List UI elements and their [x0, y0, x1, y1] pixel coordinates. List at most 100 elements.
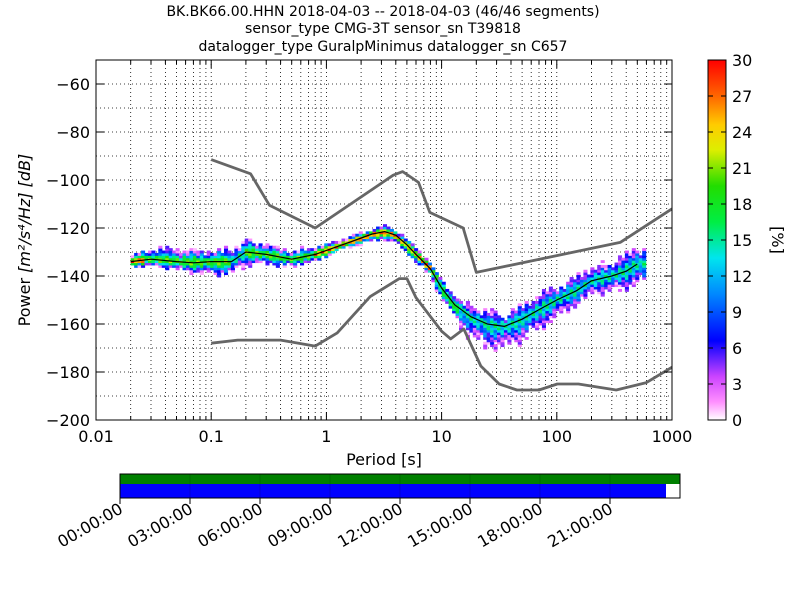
heatmap-cell: [282, 264, 287, 268]
heatmap-cell: [483, 336, 488, 340]
heatmap-cell: [590, 284, 595, 288]
heatmap-cell: [541, 298, 546, 302]
heatmap-cell: [628, 281, 633, 285]
heatmap-cell: [192, 248, 197, 252]
heatmap-cell: [517, 324, 522, 328]
heatmap-cell: [427, 262, 432, 266]
heatmap-cell: [559, 300, 564, 304]
heatmap-cell: [573, 279, 578, 283]
heatmap-cell: [161, 264, 166, 268]
heatmap-cell: [248, 238, 253, 242]
heatmap-cell: [479, 315, 484, 319]
heatmap-cell: [272, 257, 277, 261]
heatmap-cell: [552, 303, 557, 307]
heatmap-cell: [424, 260, 429, 264]
heatmap-cell: [624, 288, 629, 292]
heatmap-cell: [223, 264, 229, 268]
heatmap-cell: [638, 269, 643, 273]
heatmap-cell: [134, 257, 139, 261]
heatmap-cell: [576, 274, 581, 278]
heatmap-cell: [611, 279, 616, 283]
heatmap-cell: [410, 250, 415, 254]
heatmap-cell: [441, 281, 446, 285]
heatmap-cell: [134, 260, 139, 264]
heatmap-cell: [414, 248, 419, 252]
heatmap-cell: [524, 329, 529, 333]
heatmap-cell: [407, 250, 412, 254]
heatmap-cell: [244, 260, 249, 264]
heatmap-cell: [638, 264, 643, 268]
heatmap-cell: [462, 305, 467, 309]
heatmap-cell: [538, 300, 543, 304]
heatmap-cell: [524, 300, 529, 304]
heatmap-cell: [517, 303, 522, 307]
heatmap-cell: [334, 248, 339, 252]
heatmap-cell: [165, 267, 170, 271]
heatmap-cell: [631, 276, 636, 280]
heatmap-cell: [255, 255, 260, 259]
heatmap-cell: [479, 324, 484, 328]
heatmap-cell: [355, 236, 360, 240]
heatmap-cell: [624, 252, 629, 256]
heatmap-cell: [230, 260, 235, 264]
heatmap-cell: [223, 255, 229, 259]
heatmap-cell: [597, 291, 602, 295]
heatmap-cell: [230, 252, 235, 256]
heatmap-cell: [217, 267, 222, 271]
heatmap-cell: [493, 344, 498, 348]
heatmap-cell: [517, 329, 522, 333]
heatmap-cell: [548, 293, 553, 297]
heatmap-cell: [348, 245, 353, 249]
colorbar-tick-label: 9: [732, 303, 742, 322]
heatmap-cell: [206, 255, 211, 259]
heatmap-cell: [438, 281, 443, 285]
heatmap-cell: [476, 336, 481, 340]
heatmap-cell: [255, 257, 260, 261]
heatmap-cell: [410, 248, 415, 252]
heatmap-cell: [566, 284, 571, 288]
heatmap-cell: [465, 300, 470, 304]
heatmap-cell: [369, 233, 374, 237]
heatmap-cell: [583, 281, 588, 285]
heatmap-cell: [161, 260, 166, 264]
heatmap-cell: [566, 303, 571, 307]
heatmap-cell: [642, 257, 647, 261]
heatmap-cell: [635, 274, 640, 278]
heatmap-cell: [362, 233, 367, 237]
heatmap-cell: [376, 238, 381, 242]
heatmap-cell: [593, 286, 598, 290]
x-axis-label: Period [s]: [346, 450, 422, 469]
heatmap-cell: [168, 257, 173, 261]
heatmap-cell: [493, 332, 498, 336]
heatmap-cell: [168, 252, 173, 256]
heatmap-cell: [455, 303, 460, 307]
heatmap-cell: [497, 327, 502, 331]
heatmap-cell: [410, 245, 415, 249]
heatmap-cell: [386, 228, 391, 232]
heatmap-cell: [189, 262, 194, 266]
heatmap-cell: [217, 250, 222, 254]
heatmap-cell: [362, 236, 367, 240]
heatmap-cell: [348, 243, 353, 247]
heatmap-cell: [289, 255, 294, 259]
heatmap-cell: [248, 257, 253, 261]
heatmap-cell: [154, 260, 159, 264]
heatmap-cell: [597, 272, 602, 276]
heatmap-cell: [569, 284, 574, 288]
heatmap-cell: [517, 341, 522, 345]
heatmap-cell: [196, 267, 201, 271]
heatmap-cell: [227, 257, 232, 261]
heatmap-cell: [434, 272, 439, 276]
heatmap-cell: [223, 245, 229, 249]
heatmap-cell: [541, 322, 546, 326]
heatmap-cell: [566, 300, 571, 304]
heatmap-cell: [147, 252, 153, 256]
heatmap-cell: [521, 322, 526, 326]
heatmap-cell: [583, 279, 588, 283]
heatmap-cell: [351, 236, 356, 240]
heatmap-cell: [483, 344, 488, 348]
heatmap-cell: [490, 317, 495, 321]
heatmap-cell: [203, 255, 208, 259]
heatmap-cell: [552, 291, 557, 295]
heatmap-cell: [199, 257, 204, 261]
